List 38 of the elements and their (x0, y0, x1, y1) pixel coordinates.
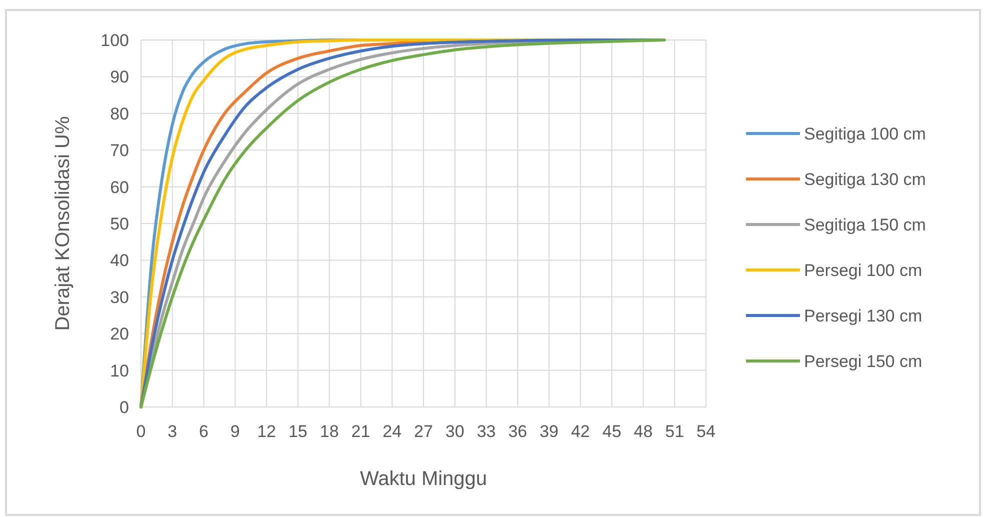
x-tick-label: 6 (199, 422, 209, 441)
x-tick-label: 39 (540, 422, 559, 441)
y-tick-label: 100 (100, 31, 129, 50)
x-tick-label: 45 (602, 422, 622, 441)
legend-label: Persegi 150 cm (804, 352, 922, 371)
y-tick-label: 60 (110, 178, 129, 197)
x-tick-label: 48 (634, 422, 653, 441)
legend-label: Segitiga 130 cm (804, 170, 926, 189)
x-tick-label: 3 (168, 422, 178, 441)
x-tick-label: 51 (665, 422, 684, 441)
x-tick-label: 15 (288, 422, 308, 441)
x-tick-label: 18 (320, 422, 339, 441)
y-tick-label: 20 (110, 324, 129, 344)
y-tick-label: 10 (110, 361, 129, 380)
x-tick-label: 42 (570, 422, 590, 441)
legend-label: Persegi 130 cm (804, 306, 922, 326)
x-axis-title: Waktu Minggu (360, 468, 488, 490)
x-tick-label: 54 (696, 422, 716, 441)
x-tick-label: 9 (230, 422, 240, 441)
y-tick-label: 30 (110, 288, 129, 307)
y-tick-label: 90 (110, 68, 129, 87)
x-tick-label: 36 (508, 422, 528, 441)
legend-label: Segitiga 100 cm (804, 124, 926, 144)
x-tick-label: 33 (476, 422, 496, 441)
legend-label: Segitiga 150 cm (804, 216, 926, 234)
x-tick-label: 27 (414, 422, 433, 441)
x-tick-label: 24 (382, 422, 402, 441)
legend-label: Persegi 100 cm (804, 261, 922, 280)
x-tick-label: 21 (351, 422, 370, 441)
y-tick-label: 50 (110, 214, 129, 234)
y-axis-title: Derajat KOnsolidasi U% (52, 116, 74, 331)
y-tick-label: 0 (120, 398, 129, 417)
y-tick-label: 40 (110, 251, 129, 270)
y-tick-label: 80 (110, 104, 129, 124)
x-tick-label: 12 (257, 422, 276, 441)
y-tick-label: 70 (110, 141, 129, 160)
x-tick-label: 30 (445, 422, 464, 441)
x-tick-label: 0 (136, 422, 146, 441)
